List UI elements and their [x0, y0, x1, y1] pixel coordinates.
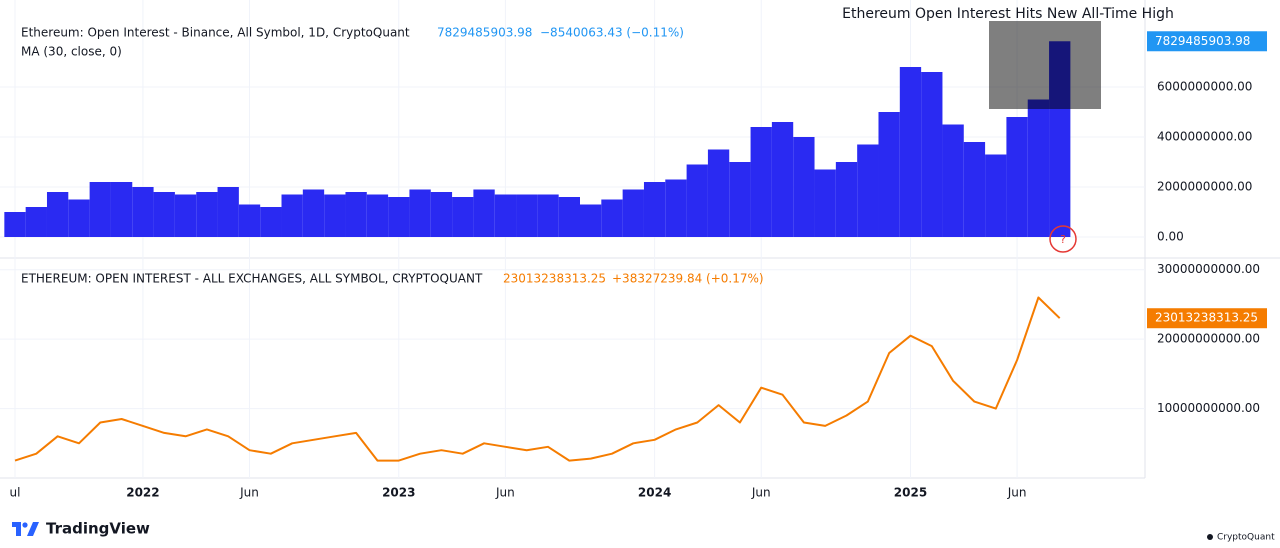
- marker-circle: [1049, 225, 1077, 253]
- bar: [302, 189, 325, 237]
- x-tick-label: 2022: [126, 486, 159, 500]
- bar: [516, 194, 538, 237]
- bar: [89, 182, 111, 237]
- bar: [729, 162, 751, 237]
- bar: [110, 182, 133, 237]
- bar: [174, 194, 197, 237]
- bar: [537, 194, 559, 237]
- bar: [750, 127, 772, 237]
- bar: [132, 187, 154, 237]
- legend-change: +38327239.84 (+0.17%): [612, 272, 764, 286]
- x-tick-label: ul: [10, 486, 21, 500]
- legend-value: 23013238313.25: [503, 272, 606, 286]
- bar: [921, 72, 943, 237]
- legend-title: Ethereum: Open Interest - Binance, All S…: [21, 26, 410, 40]
- bar: [452, 197, 474, 237]
- bar: [622, 189, 644, 237]
- bar: [558, 197, 580, 237]
- bar: [985, 154, 1007, 237]
- legend-change: −8540063.43 (−0.11%): [540, 26, 684, 40]
- x-tick-label: Jun: [1007, 486, 1027, 500]
- last-value-box: [1147, 31, 1267, 52]
- brand-icon: [1207, 534, 1213, 540]
- bar: [771, 122, 794, 237]
- bar: [196, 192, 218, 237]
- bar: [899, 67, 922, 237]
- bar: [580, 204, 602, 237]
- y-tick-label: 10000000000.00: [1157, 401, 1260, 415]
- y-tick-label: 6000000000.00: [1157, 80, 1252, 94]
- bar: [1027, 99, 1050, 237]
- y-tick-label: 20000000000.00: [1157, 332, 1260, 346]
- last-value-label: 23013238313.25: [1155, 311, 1258, 325]
- bar: [793, 137, 815, 237]
- bar: [707, 149, 730, 237]
- bar: [878, 112, 900, 237]
- x-tick-label: Jun: [495, 486, 515, 500]
- bar: [942, 124, 964, 237]
- bar: [665, 179, 687, 237]
- bar: [835, 162, 858, 237]
- bar: [473, 189, 495, 237]
- bar: [409, 189, 431, 237]
- bar: [366, 194, 389, 237]
- legend-value: 7829485903.98: [437, 26, 532, 40]
- bar: [281, 194, 303, 237]
- indicator-label: MA (30, close, 0): [21, 45, 122, 59]
- y-tick-label: 4000000000.00: [1157, 130, 1252, 144]
- y-tick-label: 0.00: [1157, 230, 1184, 244]
- x-tick-label: 2025: [894, 486, 927, 500]
- bar: [25, 207, 47, 237]
- x-tick-label: 2023: [382, 486, 415, 500]
- bar: [153, 192, 175, 237]
- bar: [217, 187, 239, 237]
- bar: [46, 192, 69, 237]
- bar: [686, 164, 708, 237]
- y-tick-label: 30000000000.00: [1157, 262, 1260, 276]
- bar: [857, 144, 879, 237]
- line: [14, 296, 1061, 462]
- brand-right: CryptoQuant: [1217, 533, 1275, 543]
- last-value-box: [1147, 308, 1267, 329]
- y-tick-label: 2000000000.00: [1157, 180, 1252, 194]
- bar: [68, 199, 90, 237]
- bar: [260, 207, 282, 237]
- x-tick-label: Jun: [239, 486, 259, 500]
- marker-text: ?: [1060, 233, 1066, 246]
- bar: [345, 192, 367, 237]
- legend-title: ETHEREUM: OPEN INTEREST - ALL EXCHANGES,…: [21, 272, 483, 286]
- x-tick-label: 2024: [638, 486, 671, 500]
- last-value-label: 7829485903.98: [1155, 34, 1250, 48]
- bar: [238, 204, 261, 237]
- brand-left: TradingView: [46, 520, 150, 538]
- bar: [601, 199, 623, 237]
- chart-title: Ethereum Open Interest Hits New All-Time…: [842, 6, 1174, 22]
- tradingview-logo: TradingView: [12, 520, 150, 538]
- highlight-box: [989, 21, 1101, 109]
- grid: [0, 0, 1145, 478]
- bar: [388, 197, 410, 237]
- bar: [430, 192, 453, 237]
- bar: [1006, 117, 1028, 237]
- x-tick-label: Jun: [751, 486, 771, 500]
- bar: [4, 212, 26, 237]
- marks: [4, 41, 1071, 462]
- bar: [643, 182, 666, 237]
- bar: [963, 142, 986, 237]
- bar: [814, 169, 836, 237]
- bar: [324, 194, 346, 237]
- bar: [494, 194, 517, 237]
